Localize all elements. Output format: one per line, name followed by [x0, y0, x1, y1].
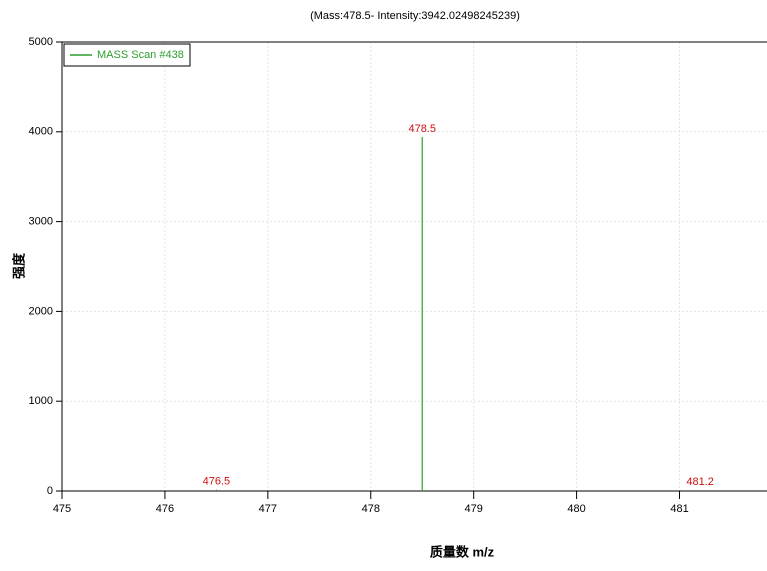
y-tick-label: 4000: [29, 126, 53, 138]
x-tick-label: 477: [259, 503, 277, 515]
y-tick-label: 2000: [29, 305, 53, 317]
x-axis-label: 质量数 m/z: [430, 544, 495, 559]
y-tick-label: 1000: [29, 395, 53, 407]
chart-subtitle: (Mass:478.5- Intensity:3942.02498245239): [310, 10, 520, 22]
x-tick-label: 478: [362, 503, 380, 515]
x-tick-label: 475: [53, 503, 71, 515]
peak-label: 481.2: [686, 476, 714, 488]
y-tick-label: 3000: [29, 216, 53, 228]
peak-label: 476.5: [203, 476, 231, 488]
x-tick-label: 481: [670, 503, 688, 515]
y-tick-label: 5000: [29, 36, 53, 48]
legend-label: MASS Scan #438: [97, 49, 184, 61]
legend-box: [63, 43, 191, 67]
y-axis-label: 强度: [11, 252, 26, 279]
y-tick-label: 0: [47, 485, 53, 497]
x-tick-label: 476: [156, 503, 174, 515]
peak-label: 478.5: [408, 123, 436, 135]
x-tick-label: 479: [464, 503, 482, 515]
legend: MASS Scan #438: [63, 43, 191, 67]
x-tick-label: 480: [567, 503, 585, 515]
